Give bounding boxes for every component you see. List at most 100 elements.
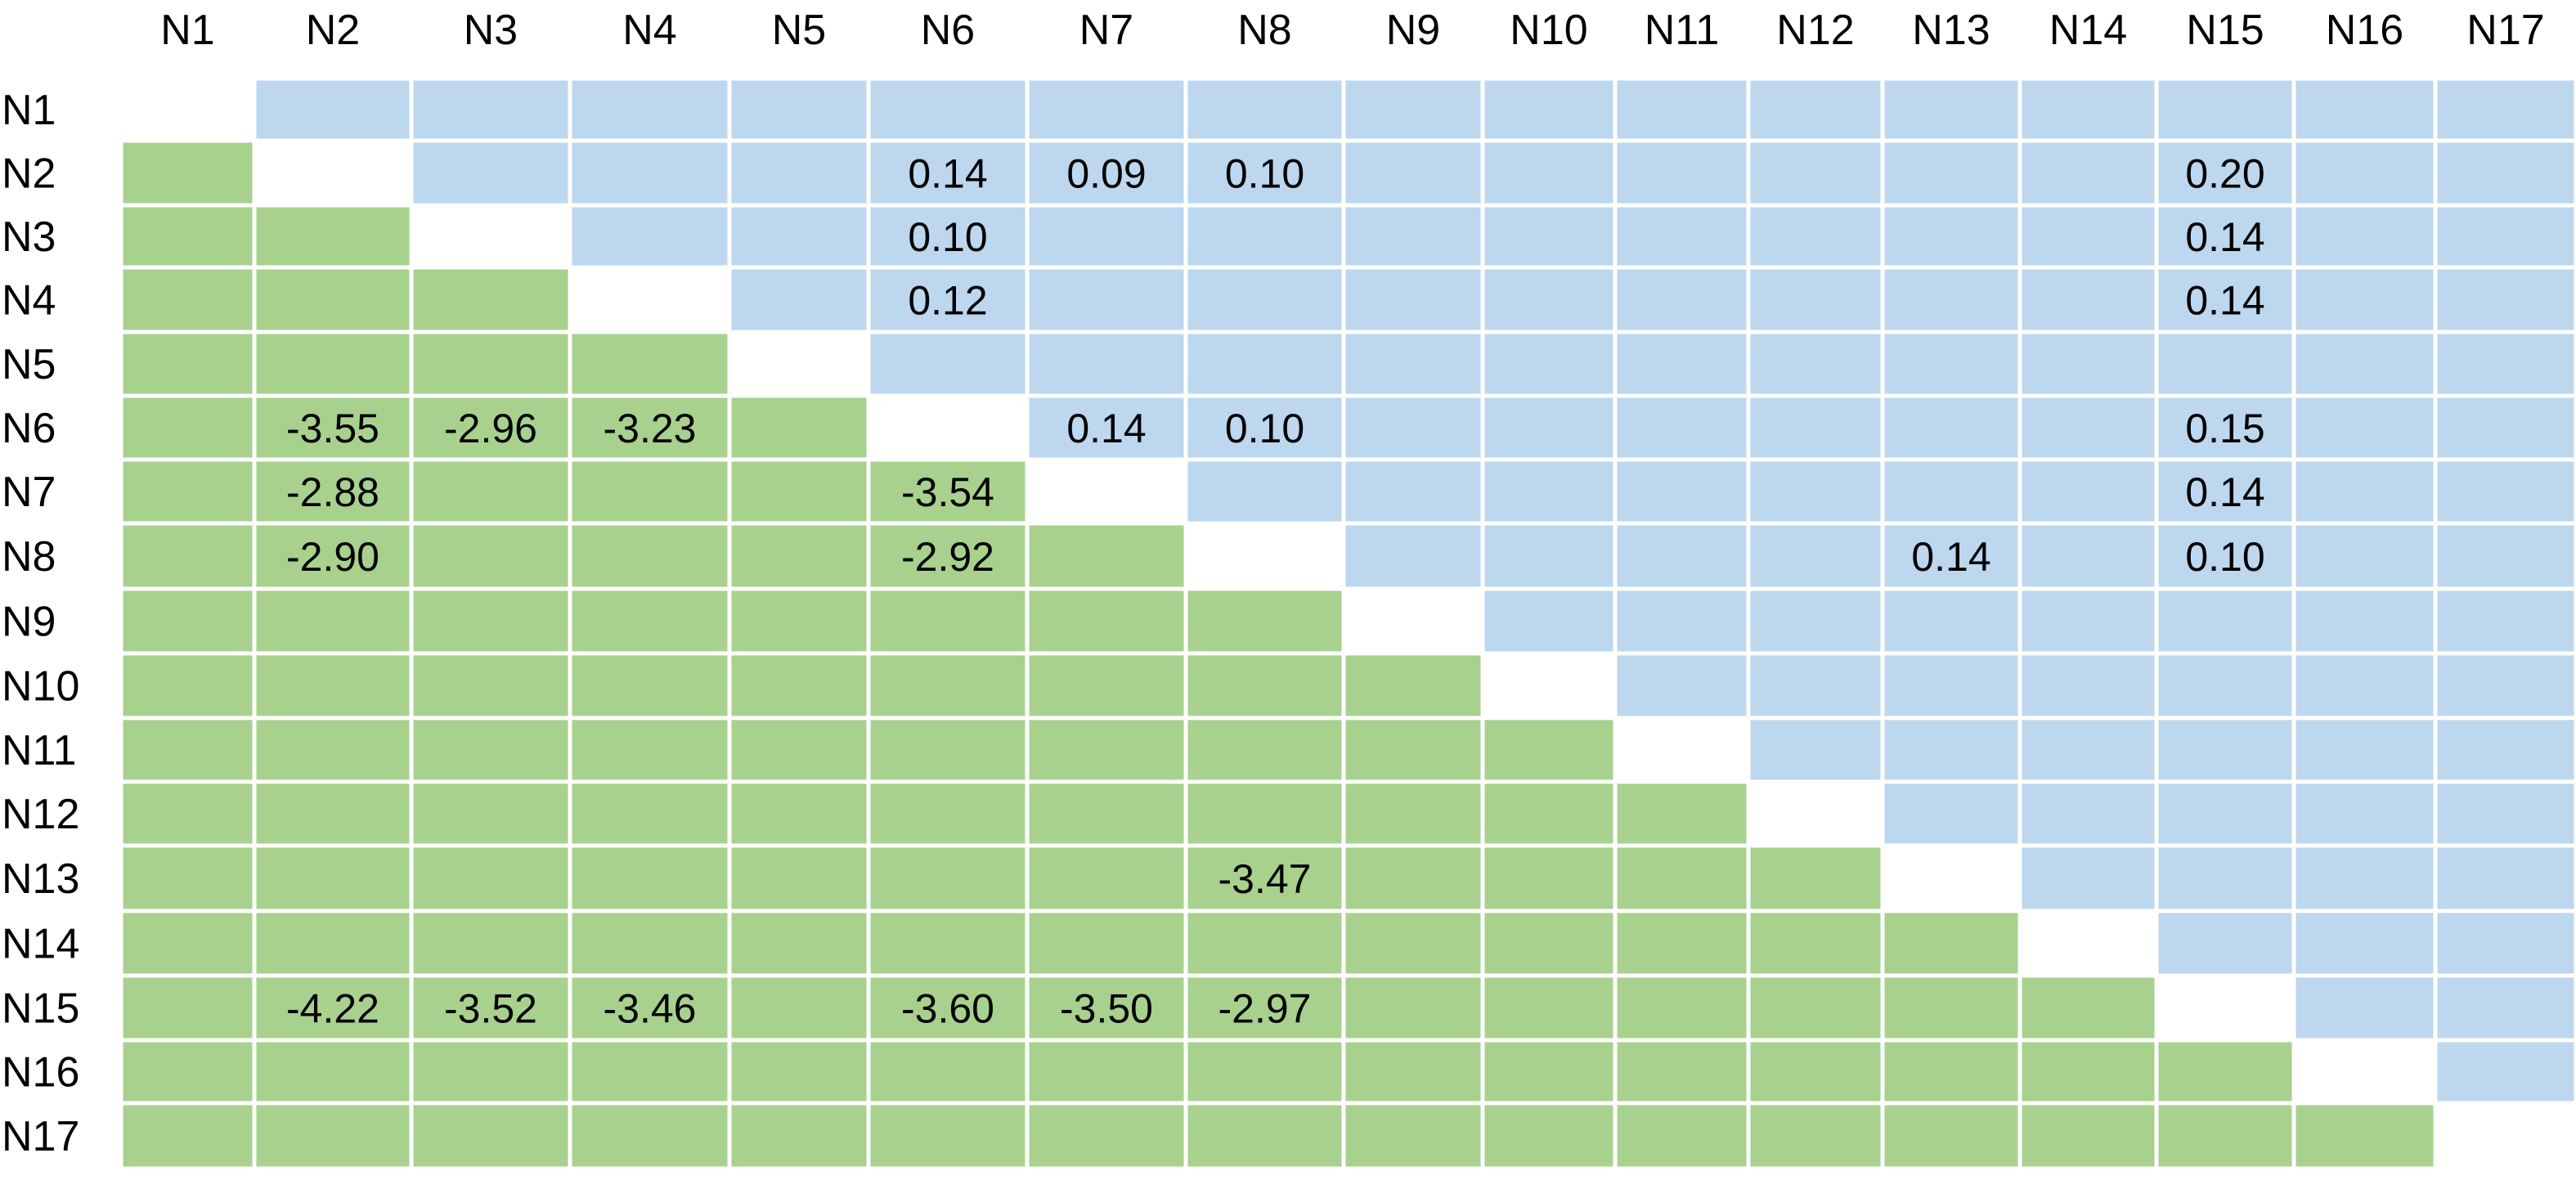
cell-N3-N2 — [256, 207, 410, 266]
column-label-N4: N4 — [622, 7, 676, 54]
value-N8-N13: 0.14 — [1911, 534, 1990, 580]
cell-N1-N3 — [413, 80, 568, 139]
cell-N17-N3 — [413, 1105, 568, 1167]
cell-N4-N8 — [1187, 269, 1342, 330]
cell-N8-N10 — [1484, 525, 1613, 587]
cell-N13-N16 — [2296, 847, 2434, 909]
cell-N11-N13 — [1884, 720, 2018, 780]
cell-N8-N7 — [1029, 525, 1184, 587]
cell-N3-N4 — [572, 207, 728, 266]
cell-N4-N10 — [1484, 269, 1613, 330]
row-label-N5: N5 — [2, 341, 56, 388]
cell-N4-N1 — [123, 269, 253, 330]
value-N15-N2: -4.22 — [286, 986, 379, 1032]
cell-N2-N15 — [2158, 142, 2292, 204]
value-N3-N15: 0.14 — [2185, 214, 2264, 260]
cell-N17-N9 — [1345, 1105, 1481, 1167]
cell-N8-N4 — [572, 525, 728, 587]
cell-N3-N10 — [1484, 207, 1613, 266]
cell-N2-N17 — [2437, 142, 2574, 204]
cell-N14-N5 — [731, 913, 867, 974]
cell-N11-N7 — [1029, 720, 1184, 780]
cell-N2-N16 — [2296, 142, 2434, 204]
column-label-N14: N14 — [2049, 7, 2127, 54]
row-labels: N1 N2 N3 N4 N5 N6 N7 N8 N9 N10 N11 N12 N13 N14 N15 N16 N… — [2, 87, 79, 1160]
cell-N7-N8 — [1187, 461, 1342, 522]
column-label-N10: N10 — [1510, 7, 1587, 54]
cell-N3-N5 — [731, 207, 867, 266]
row-label-N8: N8 — [2, 533, 56, 581]
row-label-N12: N12 — [2, 791, 79, 838]
cell-N13-N9 — [1345, 847, 1481, 909]
cell-N11-N5 — [731, 720, 867, 780]
value-N4-N15: 0.14 — [2185, 278, 2264, 324]
cell-N2-N6 — [870, 142, 1025, 204]
cell-N15-N6 — [870, 977, 1025, 1039]
column-label-N7: N7 — [1079, 7, 1133, 54]
cell-N1-N10 — [1484, 80, 1613, 139]
cell-N1-N1 — [123, 80, 253, 139]
cell-N16-N6 — [870, 1042, 1025, 1101]
cell-N16-N15 — [2158, 1042, 2292, 1101]
cell-N11-N2 — [256, 720, 410, 780]
cell-N1-N9 — [1345, 80, 1481, 139]
cell-N3-N15 — [2158, 207, 2292, 266]
cell-N12-N5 — [731, 783, 867, 844]
cell-N12-N8 — [1187, 783, 1342, 844]
cell-N17-N5 — [731, 1105, 867, 1167]
column-label-N17: N17 — [2466, 7, 2544, 54]
cell-N9-N17 — [2437, 590, 2574, 652]
value-N2-N15: 0.20 — [2185, 151, 2264, 197]
cell-N11-N17 — [2437, 720, 2574, 780]
cell-N10-N6 — [870, 655, 1025, 716]
value-N2-N7: 0.09 — [1066, 151, 1146, 197]
cell-N14-N17 — [2437, 913, 2574, 974]
cell-N12-N7 — [1029, 783, 1184, 844]
cell-N5-N5 — [731, 334, 867, 394]
value-N2-N6: 0.14 — [908, 151, 987, 197]
cell-N10-N11 — [1617, 655, 1747, 716]
cell-N6-N6 — [870, 397, 1025, 458]
cell-N4-N16 — [2296, 269, 2434, 330]
value-N2-N8: 0.10 — [1225, 151, 1304, 197]
cell-N6-N1 — [123, 397, 253, 458]
cell-N1-N15 — [2158, 80, 2292, 139]
cell-N9-N16 — [2296, 590, 2434, 652]
cell-N10-N9 — [1345, 655, 1481, 716]
row-label-N16: N16 — [2, 1049, 79, 1097]
cell-N3-N9 — [1345, 207, 1481, 266]
cell-N5-N15 — [2158, 334, 2292, 394]
cell-N8-N11 — [1617, 525, 1747, 587]
cell-N2-N3 — [413, 142, 568, 204]
cell-N13-N15 — [2158, 847, 2292, 909]
cell-N4-N6 — [870, 269, 1025, 330]
cell-N10-N10 — [1484, 655, 1613, 716]
column-label-N9: N9 — [1386, 7, 1440, 54]
value-N6-N15: 0.15 — [2185, 406, 2264, 451]
cell-N10-N15 — [2158, 655, 2292, 716]
cell-N10-N1 — [123, 655, 253, 716]
cell-N10-N8 — [1187, 655, 1342, 716]
cell-N11-N3 — [413, 720, 568, 780]
cell-N16-N12 — [1750, 1042, 1881, 1101]
cell-N15-N4 — [572, 977, 728, 1039]
cell-N6-N15 — [2158, 397, 2292, 458]
cell-N15-N15 — [2158, 977, 2292, 1039]
cell-N6-N2 — [256, 397, 410, 458]
cell-N16-N17 — [2437, 1042, 2574, 1101]
cell-N16-N2 — [256, 1042, 410, 1101]
cell-N1-N17 — [2437, 80, 2574, 139]
row-label-N6: N6 — [2, 405, 56, 452]
cell-N15-N9 — [1345, 977, 1481, 1039]
column-label-N13: N13 — [1912, 7, 1990, 54]
cell-N14-N1 — [123, 913, 253, 974]
column-label-N12: N12 — [1776, 7, 1854, 54]
cell-N3-N7 — [1029, 207, 1184, 266]
cell-N6-N14 — [2022, 397, 2155, 458]
cell-N13-N5 — [731, 847, 867, 909]
value-N6-N7: 0.14 — [1066, 406, 1146, 451]
cell-N12-N10 — [1484, 783, 1613, 844]
cell-N2-N12 — [1750, 142, 1881, 204]
cell-N7-N16 — [2296, 461, 2434, 522]
cell-N11-N15 — [2158, 720, 2292, 780]
